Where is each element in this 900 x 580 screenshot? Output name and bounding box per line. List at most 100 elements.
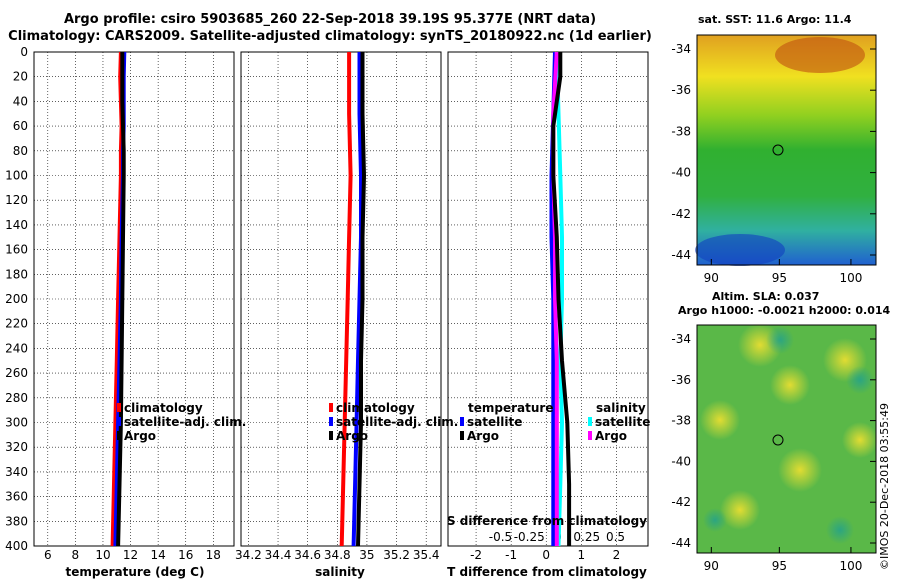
difference-xlabel: T difference from climatology (447, 565, 647, 579)
series-line-climatology (339, 52, 353, 547)
depth-tick-label: 40 (13, 94, 28, 108)
series-line-s-satellite (554, 51, 564, 547)
legend-swatch-climatology (117, 403, 121, 412)
depth-tick-label: 340 (5, 465, 28, 479)
argo-location-marker (772, 434, 784, 446)
lat-tick-label: -40 (671, 454, 691, 468)
chart-title-line2: Climatology: CARS2009. Satellite-adjuste… (8, 29, 652, 44)
x-tick-label: 34.6 (294, 548, 321, 562)
depth-tick-label: 320 (5, 440, 28, 454)
sla-low (703, 508, 727, 532)
sla-map-frame (696, 324, 877, 554)
depth-tick-label: 240 (5, 341, 28, 355)
x-tick-label: 18 (206, 548, 221, 562)
lat-tick-label: -44 (671, 248, 691, 262)
difference-xlabel-top: S difference from climatology (447, 514, 647, 528)
lon-tick-label: 95 (772, 271, 787, 285)
legend-label: satellite-adj. clim. (336, 415, 458, 429)
sla-high (700, 400, 740, 440)
s-tick-label: -0.5 (489, 530, 512, 544)
depth-tick-label: 380 (5, 514, 28, 528)
depth-tick-label: 260 (5, 366, 28, 380)
depth-tick-label: 180 (5, 267, 28, 281)
s-tick-label: 0.5 (606, 530, 625, 544)
x-tick-label: 6 (44, 548, 52, 562)
sla-low (846, 366, 874, 394)
x-tick-label: 16 (178, 548, 193, 562)
x-tick-label: 10 (95, 548, 110, 562)
x-tick-label: -2 (470, 548, 482, 562)
legend-title-temperature: temperature (468, 401, 553, 415)
lat-tick-label: -34 (671, 42, 691, 56)
lat-tick-label: -36 (671, 373, 691, 387)
depth-tick-label: 80 (13, 144, 28, 158)
lon-tick-label: 90 (704, 271, 719, 285)
sla-low (766, 326, 794, 354)
lon-tick-label: 100 (839, 559, 862, 573)
salinity-legend: climatology satellite-adj. clim. Argo (329, 401, 458, 443)
argo-location-marker (772, 144, 784, 156)
legend-swatch-s-argo (588, 431, 592, 440)
x-tick-label: 8 (72, 548, 80, 562)
sla-map-subtitle: Argo h1000: -0.0021 h2000: 0.014 (678, 304, 891, 317)
sst-map-title: sat. SST: 11.6 Argo: 11.4 (698, 13, 852, 26)
sla-high (778, 448, 822, 492)
lat-tick-label: -40 (671, 166, 691, 180)
legend-label: climatology (124, 401, 203, 415)
depth-tick-label: 140 (5, 218, 28, 232)
sla-high (842, 422, 878, 458)
sla-high (720, 490, 760, 530)
s-tick-label: -0.25 (514, 530, 545, 544)
depth-tick-label: 60 (13, 119, 28, 133)
legend-swatch-satellite (329, 417, 333, 426)
temperature-legend: climatology satellite-adj. clim. Argo (117, 401, 246, 443)
legend-swatch-climatology (329, 403, 333, 412)
x-tick-label: 14 (150, 548, 165, 562)
salinity-panel: 34.2 34.4 34.6 34.8 35 35.2 35.4 salinity (235, 51, 442, 579)
x-tick-label: 35.2 (383, 548, 410, 562)
depth-axis: 0 20 40 60 80 100 120 140 160 180 200 220 240 260 280 3… (5, 45, 28, 553)
sst-cold-patch (695, 234, 785, 266)
sla-map-title: Altim. SLA: 0.037 (712, 290, 820, 303)
depth-tick-label: 400 (5, 539, 28, 553)
s-tick-label: 0.25 (573, 530, 600, 544)
sla-low (826, 516, 854, 544)
depth-tick-label: 20 (13, 70, 28, 84)
series-line-satellite-adj-clim- (351, 52, 363, 547)
x-tick-label: 1 (578, 548, 586, 562)
depth-tick-label: 160 (5, 243, 28, 257)
sst-map: -34 -36 -38 -40 -42 -44 90 95 100 (671, 34, 877, 285)
lat-tick-label: -36 (671, 83, 691, 97)
legend-label: satellite (595, 415, 650, 429)
sst-warm-patch (775, 37, 865, 73)
sla-high (770, 365, 810, 405)
legend-swatch-argo (329, 431, 333, 440)
legend-swatch-s-satellite (588, 417, 592, 426)
x-tick-label: 2 (613, 548, 621, 562)
sst-field (697, 35, 876, 265)
chart-title-line1: Argo profile: csiro 5903685_260 22-Sep-2… (63, 12, 597, 27)
depth-tick-label: 100 (5, 169, 28, 183)
timestamp-stamp: ©IMOS 20-Dec-2018 03:55:49 (878, 403, 891, 570)
x-tick-label: -1 (505, 548, 517, 562)
legend-swatch-satellite (117, 417, 121, 426)
x-tick-label: 0 (542, 548, 550, 562)
legend-swatch-argo (117, 431, 121, 440)
depth-tick-label: 220 (5, 317, 28, 331)
difference-panel: -2 -1 0 1 2-0.5 -0.25 0 0.25 0.5 T difference fr… (447, 51, 649, 579)
legend-label: Argo (336, 429, 368, 443)
series-line-t-argo (551, 52, 572, 546)
depth-tick-label: 280 (5, 391, 28, 405)
sla-map: -34 -36 -38 -40 -42 -44 90 95 100 (671, 323, 878, 573)
lat-tick-label: -44 (671, 536, 691, 550)
sst-map-frame (696, 34, 877, 266)
x-tick-label: 34.4 (265, 548, 292, 562)
depth-tick-label: 120 (5, 193, 28, 207)
x-tick-label: 34.8 (324, 548, 351, 562)
lon-tick-label: 90 (704, 559, 719, 573)
legend-label: Argo (124, 429, 156, 443)
series-line-argo (356, 52, 366, 547)
legend-title-salinity: salinity (596, 401, 646, 415)
lat-tick-label: -42 (671, 495, 691, 509)
x-tick-label: 35.4 (413, 548, 440, 562)
